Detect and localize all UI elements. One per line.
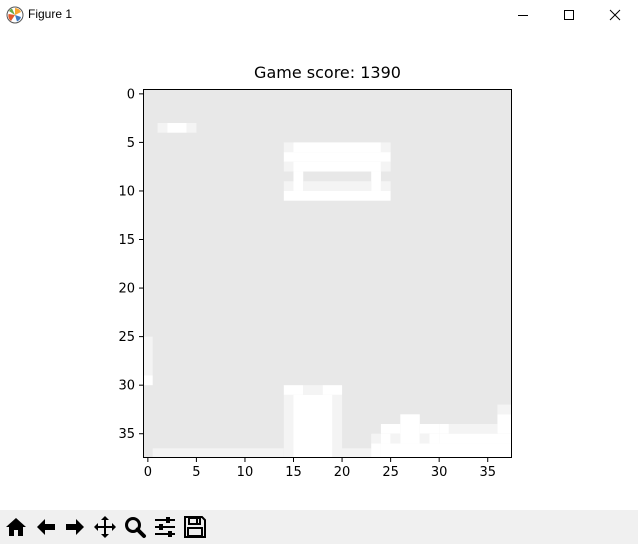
configure-subplots-button[interactable] [151, 513, 179, 541]
heatmap-cell [390, 433, 401, 444]
window-titlebar: Figure 1 [0, 0, 638, 30]
heatmap-cell [283, 190, 391, 201]
heatmap-cell [371, 433, 381, 444]
matplotlib-logo-icon [6, 6, 24, 24]
heatmap-cell [143, 375, 153, 386]
configure-subplots-icon [155, 517, 175, 537]
x-tick-label: 5 [192, 465, 200, 480]
heatmap-cell [380, 443, 512, 458]
heatmap-cell [283, 385, 304, 395]
y-tick-label: 10 [118, 184, 135, 199]
heatmap-cell [419, 424, 440, 434]
back-arrow-icon [37, 519, 55, 535]
heatmap-cell [380, 424, 401, 434]
figure-canvas: Game score: 1390 0 5 10 15 20 25 30 35 0 5 10 15 20 2… [0, 30, 638, 510]
heatmap-cell [283, 161, 294, 172]
heatmap-cell [380, 181, 391, 191]
heatmap-cell [497, 414, 512, 434]
zoom-icon [125, 517, 146, 538]
heatmap-cell [293, 171, 304, 191]
heatmap-cell [283, 142, 294, 153]
heatmap-cell [371, 171, 381, 191]
forward-button[interactable] [61, 513, 89, 541]
x-tick-label: 10 [237, 465, 254, 480]
heatmap-cell [439, 433, 512, 444]
heatmap-cell [380, 161, 391, 172]
heatmap-cell [400, 414, 420, 444]
home-icon [6, 518, 26, 536]
heatmap-cell [293, 394, 333, 458]
y-tick-label: 25 [118, 330, 135, 345]
pan-button[interactable] [91, 513, 119, 541]
plot-title: Game score: 1390 [254, 63, 401, 82]
heatmap-axes: 0 5 10 15 20 25 30 35 0 5 10 15 20 25 30 35 [118, 87, 512, 480]
heatmap-cell [283, 181, 294, 191]
heatmap-cell [157, 122, 168, 133]
x-tick-label: 20 [334, 465, 351, 480]
heatmap-cell [332, 394, 343, 458]
minimize-button[interactable] [500, 0, 546, 30]
close-button[interactable] [592, 0, 638, 30]
heatmap-cell [293, 142, 381, 153]
back-button[interactable] [32, 513, 60, 541]
heatmap-cell [303, 385, 323, 395]
heatmap-cell [419, 433, 430, 444]
close-icon [609, 9, 621, 21]
heatmap-cell [371, 443, 381, 458]
heatmap-cell [448, 424, 498, 434]
heatmap-cell [293, 161, 381, 172]
y-tick-label: 5 [127, 136, 135, 151]
minimize-icon [518, 15, 528, 16]
heatmap-cell [380, 142, 391, 153]
save-icon [184, 516, 206, 538]
home-button[interactable] [2, 513, 30, 541]
heatmap-cell [439, 424, 449, 434]
y-tick-label: 15 [118, 233, 135, 248]
y-tick-label: 35 [118, 427, 135, 442]
axes-frame [143, 89, 512, 458]
window-title: Figure 1 [28, 7, 73, 21]
heatmap-cell [497, 404, 512, 415]
x-tick-label: 0 [144, 465, 152, 480]
x-tick-label: 30 [431, 465, 448, 480]
x-tick-label: 25 [382, 465, 399, 480]
save-button[interactable] [181, 513, 209, 541]
forward-arrow-icon [66, 519, 84, 535]
y-tick-label: 20 [118, 282, 135, 297]
heatmap-cell [167, 122, 187, 133]
y-tick-label: 30 [118, 379, 135, 394]
pan-icon [94, 516, 116, 538]
heatmap-cell [429, 433, 440, 444]
heatmap-cell [303, 181, 372, 191]
heatmap-cell [283, 152, 391, 162]
heatmap-cell [322, 385, 343, 395]
x-tick-label: 35 [479, 465, 496, 480]
heatmap-cell [380, 433, 391, 444]
heatmap-cell [342, 448, 372, 458]
zoom-button[interactable] [121, 513, 149, 541]
maximize-icon [564, 10, 574, 20]
y-tick-label: 0 [127, 87, 135, 102]
heatmap-cell [283, 394, 294, 458]
navigation-toolbar [0, 510, 638, 544]
heatmap-cell [186, 122, 197, 133]
maximize-button[interactable] [546, 0, 592, 30]
x-tick-label: 15 [285, 465, 302, 480]
heatmap-cell [143, 336, 153, 376]
heatmap-cell [152, 448, 284, 458]
